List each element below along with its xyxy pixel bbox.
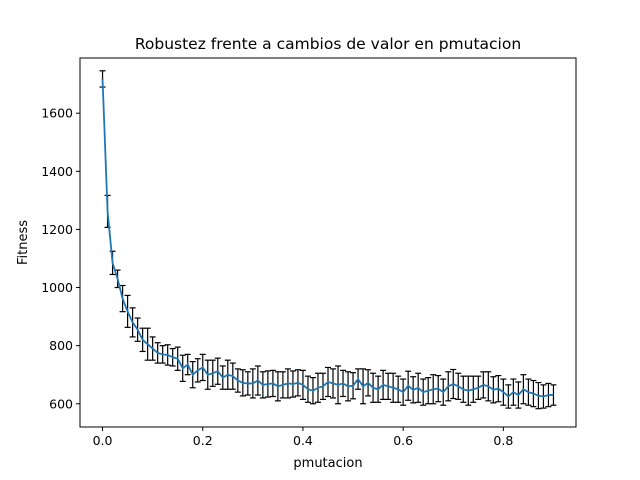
x-tick-label: 0.2 bbox=[193, 433, 213, 448]
series-line bbox=[101, 78, 554, 398]
x-axis-label: pmutacion bbox=[293, 456, 362, 471]
y-tick-label: 1400 bbox=[41, 164, 73, 179]
plot-area-frame bbox=[79, 57, 577, 428]
x-tick-label: 0.0 bbox=[93, 433, 113, 448]
errorbar bbox=[550, 384, 557, 406]
chart-title: Robustez frente a cambios de valor en pm… bbox=[135, 35, 521, 53]
y-axis-label: Fitness bbox=[16, 220, 31, 265]
y-ticks: 600 800 1000 1200 1400 1600 bbox=[41, 106, 80, 411]
x-ticks: 0.0 0.2 0.4 0.6 0.8 bbox=[93, 427, 513, 448]
y-tick-label: 1200 bbox=[41, 222, 73, 237]
x-tick-label: 0.8 bbox=[493, 433, 513, 448]
y-tick-label: 1000 bbox=[41, 280, 73, 295]
y-tick-label: 600 bbox=[49, 396, 73, 411]
x-tick-label: 0.4 bbox=[293, 433, 313, 448]
y-tick-label: 800 bbox=[49, 338, 73, 353]
x-tick-label: 0.6 bbox=[393, 433, 413, 448]
y-tick-label: 1600 bbox=[41, 106, 73, 121]
